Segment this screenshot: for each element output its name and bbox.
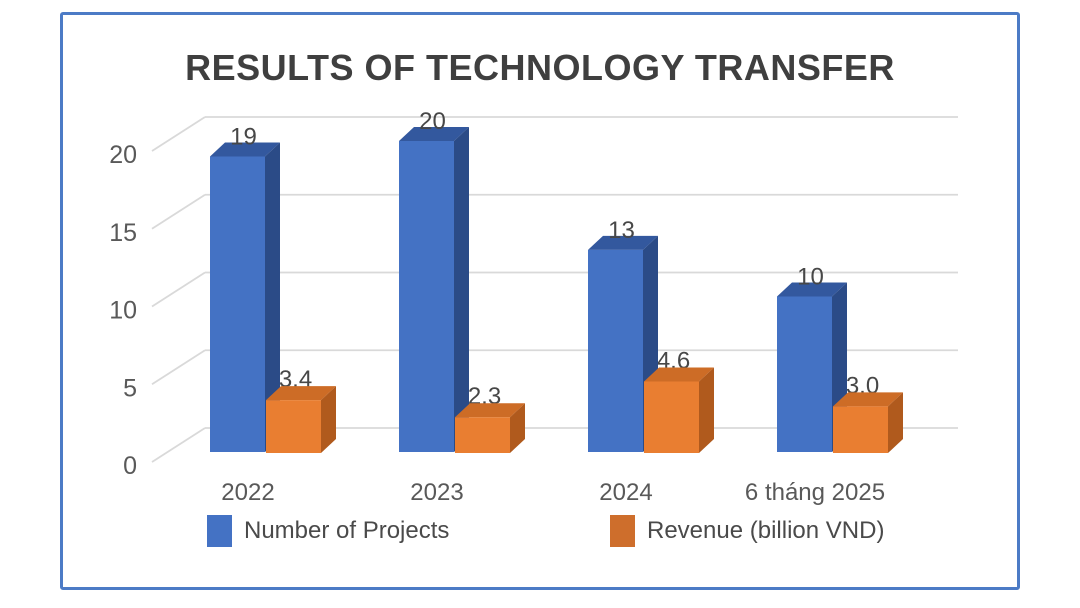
value-label-projects: 13 xyxy=(608,217,635,244)
x-axis-category-label: 2023 xyxy=(410,479,463,506)
bar-projects-side-face xyxy=(454,127,469,452)
y-axis-tick-label: 5 xyxy=(123,374,137,402)
bar-revenue-top-face xyxy=(644,367,714,382)
legend-item-revenue: Revenue (billion VND) xyxy=(610,514,884,548)
legend-item-number-of-projects: Number of Projects xyxy=(207,514,449,548)
bar-revenue-side-face xyxy=(321,386,336,453)
legend-swatch-number-of-projects xyxy=(207,515,232,547)
bar-revenue-top-face xyxy=(833,392,903,407)
bar-revenue-front-face xyxy=(644,381,699,453)
bar-projects-front-face xyxy=(588,249,643,452)
y-tick-connector xyxy=(151,349,206,386)
value-label-projects: 19 xyxy=(230,124,257,151)
bar-revenue-top-face xyxy=(455,403,525,418)
bar-projects-top-face xyxy=(210,142,280,157)
value-label-projects: 20 xyxy=(419,108,446,135)
bar-projects-top-face xyxy=(777,282,847,297)
y-tick-connector xyxy=(151,271,206,308)
bar-projects-side-face xyxy=(265,142,280,453)
x-axis-category-label: 2022 xyxy=(221,479,274,506)
y-tick-connector xyxy=(151,116,206,152)
x-axis-category-label: 2024 xyxy=(599,479,652,506)
y-axis-tick-label: 10 xyxy=(109,297,137,325)
x-axis-category-label: 6 tháng 2025 xyxy=(745,479,885,506)
y-axis-tick-label: 0 xyxy=(123,452,137,480)
bar-projects-front-face xyxy=(777,296,832,452)
bar-revenue-front-face xyxy=(833,406,888,453)
y-tick-connector xyxy=(151,193,206,230)
bar-projects-front-face xyxy=(399,141,454,452)
bar-revenue-front-face xyxy=(266,400,321,453)
bar-revenue-side-face xyxy=(888,392,903,453)
y-axis-tick-label: 15 xyxy=(109,219,137,247)
bar-projects-front-face xyxy=(210,156,265,453)
legend-label-number-of-projects: Number of Projects xyxy=(244,517,450,544)
bar-projects-top-face xyxy=(399,127,469,141)
bar-revenue-side-face xyxy=(510,403,525,453)
chart-title: RESULTS OF TECHNOLOGY TRANSFER xyxy=(185,47,895,88)
value-label-projects: 10 xyxy=(797,264,824,291)
bar-projects-top-face xyxy=(588,235,658,250)
legend-label-revenue: Revenue (billion VND) xyxy=(647,517,885,544)
legend-swatch-revenue xyxy=(610,515,635,547)
bar-revenue-top-face xyxy=(266,386,336,401)
bar-revenue-front-face xyxy=(455,417,510,453)
y-axis-tick-label: 20 xyxy=(109,141,137,169)
bar-revenue-side-face xyxy=(699,367,714,453)
y-tick-connector xyxy=(151,427,206,463)
